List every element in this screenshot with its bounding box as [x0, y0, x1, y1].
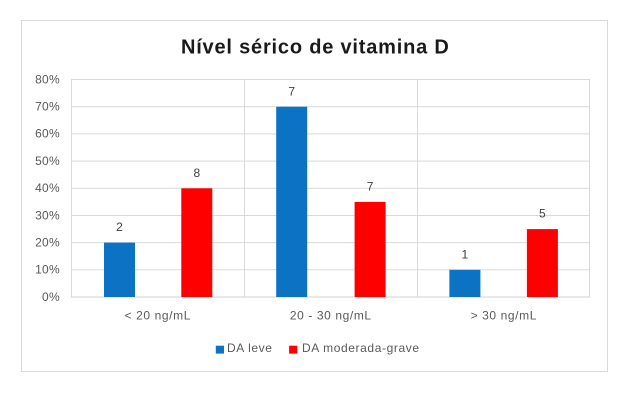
- svg-text:2: 2: [116, 220, 123, 234]
- svg-text:30%: 30%: [35, 208, 60, 222]
- svg-text:50%: 50%: [35, 154, 60, 168]
- svg-text:7: 7: [367, 180, 374, 194]
- svg-text:> 30 ng/mL: > 30 ng/mL: [471, 309, 537, 323]
- svg-text:DA moderada-grave: DA moderada-grave: [302, 341, 420, 355]
- svg-text:80%: 80%: [35, 72, 60, 86]
- svg-text:40%: 40%: [35, 181, 60, 195]
- svg-text:20 - 30 ng/mL: 20 - 30 ng/mL: [290, 309, 372, 323]
- svg-text:0%: 0%: [42, 290, 60, 304]
- svg-text:10%: 10%: [35, 263, 60, 277]
- svg-text:1: 1: [462, 247, 469, 261]
- svg-text:5: 5: [539, 207, 546, 221]
- svg-text:< 20 ng/mL: < 20 ng/mL: [125, 309, 191, 323]
- svg-text:8: 8: [193, 166, 200, 180]
- svg-text:Nível sérico de vitamina D: Nível sérico de vitamina D: [181, 37, 450, 59]
- svg-text:70%: 70%: [35, 100, 60, 114]
- svg-text:60%: 60%: [35, 127, 60, 141]
- svg-text:7: 7: [288, 84, 295, 98]
- svg-text:DA leve: DA leve: [227, 341, 273, 355]
- svg-text:20%: 20%: [35, 235, 60, 249]
